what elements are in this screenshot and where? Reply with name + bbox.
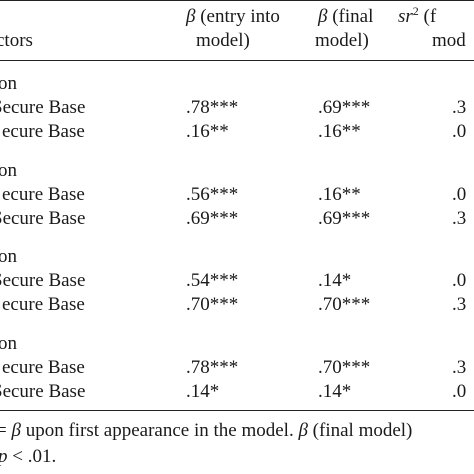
- row-final: .70***: [318, 357, 371, 378]
- note-text: upon first appearance in the model.: [20, 420, 299, 441]
- row-entry: .78***: [186, 357, 239, 378]
- row-sr2: .0: [452, 184, 467, 205]
- row-entry: .69***: [186, 208, 239, 229]
- row-final: .14*: [318, 270, 352, 291]
- table-bottom-rule: [0, 410, 474, 411]
- row-sr2: .0: [452, 121, 467, 142]
- header-sr2-text: (f: [418, 6, 437, 27]
- row-sr2: .0: [452, 270, 467, 291]
- p-symbol: p: [0, 446, 8, 467]
- header-final-line2: model): [315, 30, 369, 51]
- beta-symbol: β: [318, 6, 328, 27]
- row-predictor: Secure Base: [0, 381, 86, 402]
- note-text: =: [0, 420, 7, 441]
- beta-symbol: β: [186, 6, 196, 27]
- row-entry: .54***: [186, 270, 239, 291]
- row-predictor: ecure Base: [2, 294, 85, 315]
- row-final: .16**: [318, 121, 361, 142]
- group-label: on: [0, 73, 17, 94]
- row-sr2: .3: [452, 357, 467, 378]
- row-sr2: .3: [452, 294, 467, 315]
- header-sr2-line1: sr2 (f: [398, 4, 437, 28]
- row-predictor: Secure Base: [0, 208, 86, 229]
- sr-symbol: sr: [398, 6, 413, 27]
- table-note-line2: p < .01.: [0, 446, 56, 468]
- row-sr2: .3: [452, 97, 467, 118]
- row-predictor: Secure Base: [0, 97, 86, 118]
- row-entry: .56***: [186, 184, 239, 205]
- row-sr2: .3: [452, 208, 467, 229]
- row-entry: .70***: [186, 294, 239, 315]
- group-label: on: [0, 160, 17, 181]
- note-text: < .01.: [7, 446, 57, 467]
- header-bottom-rule: [0, 60, 474, 61]
- header-entry-line1: β (entry into: [186, 6, 280, 28]
- row-predictor: ecure Base: [2, 121, 85, 142]
- header-sr2-line2: mod: [432, 30, 466, 51]
- row-final: .14*: [318, 381, 352, 402]
- sr-superscript: 2: [412, 4, 419, 18]
- header-entry-text: (entry into: [195, 6, 280, 27]
- row-entry: .16**: [186, 121, 229, 142]
- row-predictor: ecure Base: [2, 184, 85, 205]
- group-label: on: [0, 333, 17, 354]
- row-entry: .14*: [186, 381, 220, 402]
- table-note-line1: = β upon first appearance in the model. …: [0, 420, 412, 442]
- row-final: .16**: [318, 184, 361, 205]
- beta-symbol: β: [298, 420, 308, 441]
- row-final: .69***: [318, 97, 371, 118]
- row-entry: .78***: [186, 97, 239, 118]
- row-sr2: .0: [452, 381, 467, 402]
- group-label: on: [0, 246, 17, 267]
- header-predictors: ctors: [0, 30, 33, 51]
- note-text: (final model): [307, 420, 413, 441]
- row-final: .69***: [318, 208, 371, 229]
- row-final: .70***: [318, 294, 371, 315]
- header-entry-line2: model): [196, 30, 250, 51]
- row-predictor: Secure Base: [0, 270, 86, 291]
- beta-symbol: β: [11, 420, 21, 441]
- header-final-text: (final: [327, 6, 374, 27]
- table-top-rule: [0, 0, 474, 1]
- row-predictor: ecure Base: [2, 357, 85, 378]
- header-final-line1: β (final: [318, 6, 373, 28]
